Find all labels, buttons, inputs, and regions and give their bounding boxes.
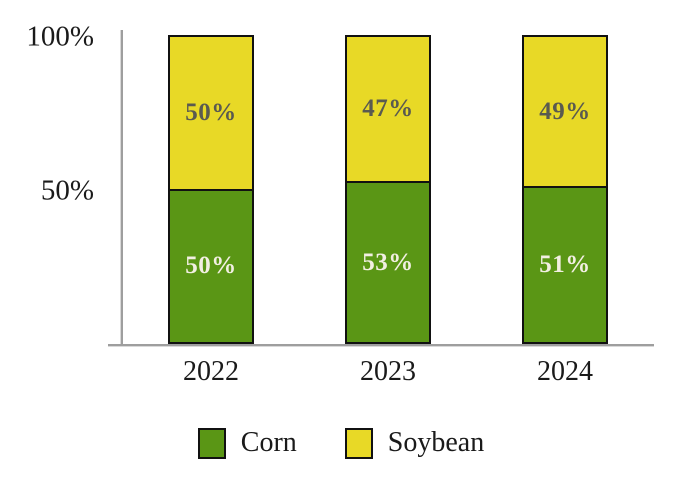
- corn-legend-swatch: [197, 427, 226, 459]
- corn-segment-2022: 50%: [170, 188, 252, 342]
- x-axis-line: [108, 344, 654, 347]
- corn-value-label: 53%: [362, 248, 414, 276]
- soybean-value-label: 47%: [362, 95, 414, 123]
- plot-area: 50% 50% 47% 53% 49% 51%: [121, 35, 653, 344]
- bar-2023: 47% 53%: [345, 35, 431, 344]
- legend-item-corn: Corn: [197, 427, 297, 459]
- legend: Corn Soybean: [0, 427, 682, 459]
- soybean-value-label: 50%: [185, 98, 237, 126]
- soybean-legend-label: Soybean: [387, 427, 485, 458]
- corn-value-label: 51%: [539, 251, 591, 279]
- corn-segment-2023: 53%: [347, 181, 429, 342]
- corn-legend-label: Corn: [240, 427, 297, 458]
- soybean-segment-2023: 47%: [347, 37, 429, 182]
- bar-2024: 49% 51%: [522, 35, 608, 344]
- soybean-value-label: 49%: [539, 97, 591, 125]
- soybean-segment-2024: 49%: [524, 37, 606, 187]
- soybean-segment-2022: 50%: [170, 37, 252, 189]
- y-axis-tick-50: 50%: [40, 174, 94, 207]
- soybean-legend-swatch: [344, 427, 373, 459]
- x-axis-label-2023: 2023: [360, 356, 416, 387]
- corn-segment-2024: 51%: [524, 186, 606, 342]
- x-axis-label-2024: 2024: [537, 356, 593, 387]
- y-axis-tick-100: 100%: [26, 20, 94, 53]
- legend-item-soybean: Soybean: [344, 427, 485, 459]
- corn-value-label: 50%: [185, 252, 237, 280]
- bar-2022: 50% 50%: [168, 35, 254, 344]
- y-axis-line: [120, 30, 123, 346]
- x-axis-label-2022: 2022: [183, 356, 239, 387]
